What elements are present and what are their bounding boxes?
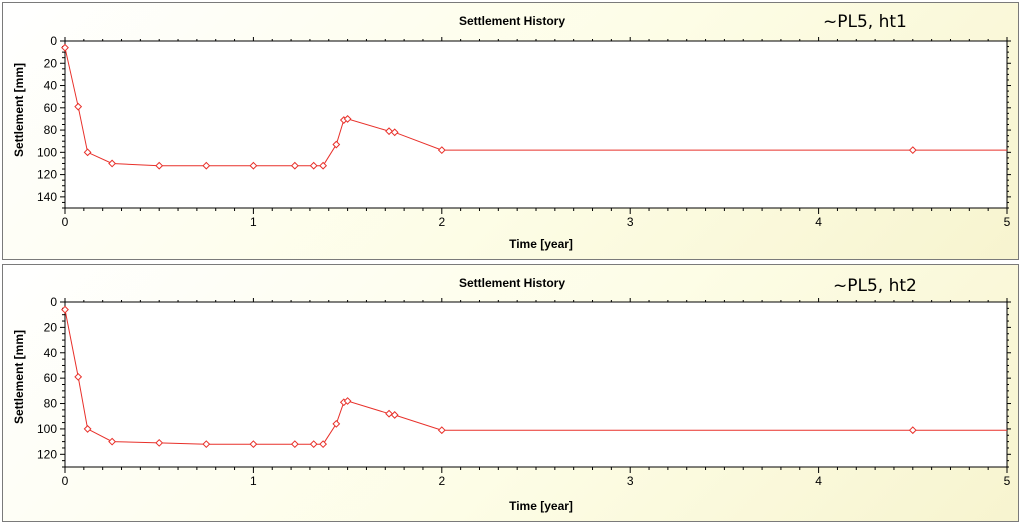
y-tick-label: 60 <box>44 101 58 115</box>
data-point-marker <box>343 397 352 405</box>
chart-1-plot-area: 0 1 2 3 4 5 0 20 40 60 80 100 120 140 <box>37 34 1011 229</box>
data-point-marker <box>309 440 318 449</box>
data-point-marker <box>908 146 917 155</box>
y-tick-label: 140 <box>37 190 57 204</box>
data-point-marker <box>74 372 83 381</box>
x-tick-label: 5 <box>1004 215 1011 229</box>
plot-frame <box>64 40 1008 209</box>
data-point-marker <box>202 440 211 449</box>
chart-1-x-axis-label: Time [year] <box>509 237 573 251</box>
data-point-marker <box>343 115 352 123</box>
chart-1-y-axis-label: Settlement [mm] <box>12 63 26 157</box>
data-point-marker <box>390 128 399 137</box>
x-tick-label: 2 <box>438 215 445 229</box>
data-point-marker <box>309 161 318 170</box>
y-tick-label: 120 <box>37 168 57 182</box>
data-point-marker <box>108 159 117 168</box>
chart-2-title: Settlement History <box>459 276 565 290</box>
x-tick-label: 4 <box>815 474 822 488</box>
series-line <box>64 47 1007 167</box>
y-tick-label: 20 <box>44 56 58 70</box>
chart-2-plot-area: 0 1 2 3 4 5 0 20 40 60 80 100 120 <box>37 295 1011 488</box>
x-tick-label: 1 <box>250 474 257 488</box>
chart-panel-2: Settlement History ~PL5, ht2 Time [year]… <box>2 264 1019 522</box>
data-point-marker <box>332 419 341 428</box>
chart-2-x-axis-label: Time [year] <box>509 499 573 513</box>
y-tick-label: 20 <box>44 320 58 334</box>
x-tick-label: 0 <box>62 474 69 488</box>
data-point-marker <box>74 102 83 111</box>
x-tick-label: 2 <box>438 474 445 488</box>
data-point-marker <box>385 127 393 136</box>
y-tick-label: 80 <box>44 397 58 411</box>
data-point-marker <box>290 161 299 170</box>
y-tick-label: 40 <box>44 79 58 93</box>
data-point-marker <box>61 305 69 314</box>
chart-panel-1: Settlement History ~PL5, ht1 Time [year]… <box>2 2 1019 260</box>
chart-1-annotation: ~PL5, ht1 <box>823 12 907 32</box>
data-point-marker <box>83 148 92 157</box>
data-point-marker <box>332 140 341 149</box>
data-point-marker <box>437 426 446 435</box>
x-tick-label: 0 <box>62 215 69 229</box>
data-point-marker <box>437 146 446 155</box>
chart-2-y-axis-label: Settlement [mm] <box>12 330 26 424</box>
data-point-marker <box>385 409 393 418</box>
y-tick-label: 60 <box>44 371 58 385</box>
y-tick-label: 0 <box>50 295 57 309</box>
data-point-marker <box>249 161 258 170</box>
data-point-marker <box>155 161 164 170</box>
data-point-marker <box>908 426 917 435</box>
data-point-marker <box>61 43 69 52</box>
x-tick-label: 1 <box>250 215 257 229</box>
y-tick-label: 40 <box>44 346 58 360</box>
chart-1-title: Settlement History <box>459 14 565 28</box>
data-point-marker <box>108 437 117 446</box>
chart-1-svg: Settlement History ~PL5, ht1 Time [year]… <box>12 12 1011 251</box>
data-point-marker <box>83 425 92 433</box>
data-point-marker <box>319 161 328 170</box>
y-tick-label: 100 <box>37 145 57 159</box>
x-tick-label: 4 <box>815 215 822 229</box>
x-tick-label: 3 <box>627 215 634 229</box>
chart-2-annotation: ~PL5, ht2 <box>833 276 917 296</box>
chart-2-svg: Settlement History ~PL5, ht2 Time [year]… <box>12 276 1011 513</box>
data-point-marker <box>319 440 328 449</box>
y-tick-label: 120 <box>37 447 57 461</box>
x-tick-label: 3 <box>627 474 634 488</box>
y-tick-label: 100 <box>37 422 57 436</box>
data-point-marker <box>390 411 399 419</box>
series-line <box>64 309 1007 445</box>
data-point-marker <box>202 161 211 170</box>
x-tick-label: 5 <box>1004 474 1011 488</box>
data-point-marker <box>155 438 164 447</box>
data-point-marker <box>290 440 299 449</box>
y-tick-label: 80 <box>44 123 58 137</box>
y-tick-label: 0 <box>50 34 57 48</box>
data-point-marker <box>249 440 258 449</box>
plot-frame <box>64 301 1008 468</box>
